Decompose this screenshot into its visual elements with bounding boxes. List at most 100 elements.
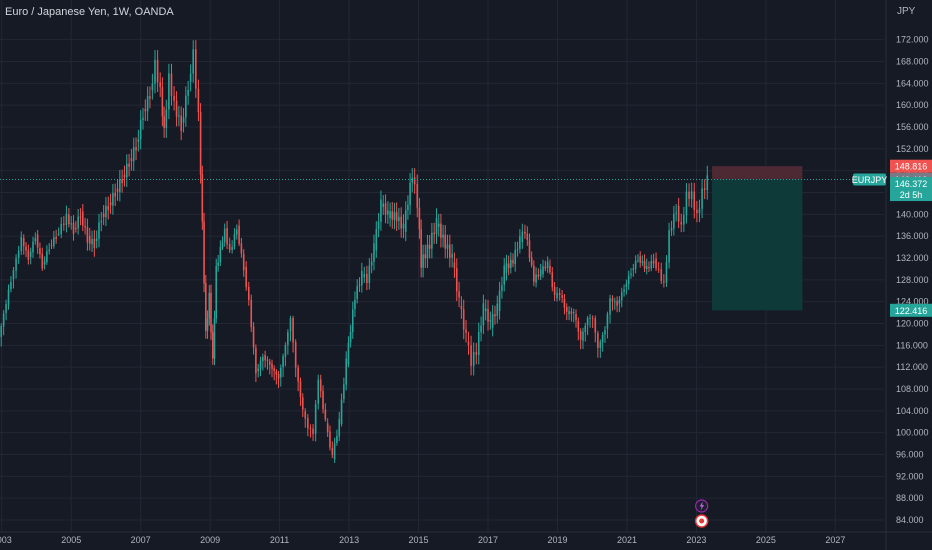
candle-body: [175, 100, 178, 117]
candle-body: [455, 268, 458, 292]
candle-body: [245, 266, 247, 288]
candle-body: [460, 305, 463, 310]
stop-loss-zone[interactable]: [712, 166, 803, 180]
candle-body: [282, 356, 284, 368]
candle-body: [338, 418, 341, 437]
x-tick-label: 2019: [547, 535, 567, 545]
candle-body: [68, 214, 70, 225]
candle-body: [435, 218, 438, 235]
candle-body: [340, 399, 343, 424]
candle-body: [165, 109, 168, 129]
candle-body: [589, 317, 591, 319]
candle-body: [670, 228, 673, 231]
candle-body: [361, 270, 363, 286]
candle-body: [93, 238, 96, 249]
candle-body: [530, 257, 533, 266]
candle-body: [507, 263, 510, 269]
candle-body: [482, 303, 485, 326]
candle-body: [137, 139, 140, 142]
y-tick-label: 172.000: [896, 35, 929, 45]
candle-body: [88, 235, 91, 244]
candle-body: [431, 232, 433, 249]
candle-body: [601, 334, 604, 343]
candle-body: [231, 246, 233, 250]
candle-body: [112, 193, 114, 206]
candle-body: [105, 205, 107, 218]
candle-body: [561, 295, 563, 299]
candle-body: [586, 318, 589, 326]
y-tick-label: 88.000: [896, 493, 924, 503]
y-tick-label: 156.000: [896, 122, 929, 132]
y-tick-label: 128.000: [896, 275, 929, 285]
stop-price-label-bg: [890, 159, 932, 173]
y-tick-label: 160.000: [896, 100, 929, 110]
candle-body: [213, 318, 216, 359]
candle-body: [149, 96, 151, 99]
candle-body: [312, 428, 314, 434]
candle-body: [309, 428, 312, 430]
candle-body: [655, 258, 657, 269]
candle-body: [442, 234, 444, 238]
candle-body: [135, 147, 137, 151]
candle-body: [195, 49, 197, 89]
candle-body: [354, 299, 356, 310]
candle-body: [477, 332, 480, 355]
candle-body: [25, 246, 27, 251]
candle-body: [398, 216, 400, 221]
candle-body: [648, 266, 650, 269]
candle-body: [418, 207, 421, 230]
candle-body: [121, 179, 123, 184]
take-profit-zone[interactable]: [712, 179, 803, 311]
candle-body: [366, 273, 368, 284]
candle-body: [549, 265, 551, 273]
candle-body: [201, 174, 204, 222]
candle-body: [472, 352, 475, 366]
candle-body: [575, 313, 577, 321]
candle-body: [95, 238, 98, 241]
candle-body: [119, 179, 121, 193]
y-tick-label: 96.000: [896, 449, 924, 459]
candle-body: [48, 249, 51, 251]
current-price-label-bg: [890, 177, 932, 202]
candle-body: [55, 236, 57, 239]
candle-body: [487, 308, 489, 322]
candle-body: [146, 96, 149, 112]
symbol-badge: [853, 173, 886, 186]
y-tick-label: 140.000: [896, 209, 929, 219]
candle-body: [70, 223, 73, 225]
candle-body: [123, 174, 126, 178]
candle-body: [665, 262, 668, 283]
target-price-label-bg: [890, 303, 932, 317]
candle-body: [299, 380, 302, 398]
candle-body: [29, 251, 32, 257]
candle-body: [551, 272, 554, 288]
candle-body: [568, 311, 570, 315]
candle-body: [604, 329, 606, 335]
x-tick-label: 2005: [61, 535, 81, 545]
y-tick-label: 84.000: [896, 515, 924, 525]
y-tick-label: 92.000: [896, 471, 924, 481]
candle-body: [433, 232, 435, 235]
candle-body: [20, 236, 23, 252]
candle-body: [347, 342, 350, 365]
candle-body: [652, 260, 655, 264]
candle-body: [519, 236, 521, 249]
candle-body: [238, 225, 240, 244]
candle-body: [219, 247, 222, 262]
candle-body: [599, 341, 602, 349]
candle-body: [109, 202, 112, 206]
y-tick-label: 120.000: [896, 318, 929, 328]
candle-body: [211, 332, 214, 359]
candle-body: [257, 368, 259, 372]
candle-body: [197, 88, 200, 113]
candle-body: [685, 191, 688, 216]
candle-body: [79, 216, 82, 218]
candle-body: [563, 298, 566, 308]
candle-body: [252, 326, 255, 348]
candle-body: [627, 275, 630, 285]
candle-body: [57, 233, 60, 235]
candle-body: [139, 119, 142, 140]
candle-body: [317, 379, 320, 404]
candle-body: [223, 228, 226, 243]
